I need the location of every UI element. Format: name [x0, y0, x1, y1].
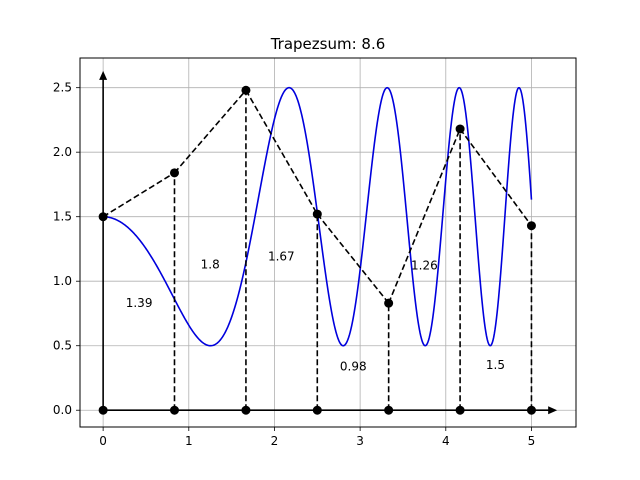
y-tick-label-0: 0.0 [53, 403, 72, 417]
sample-point-4 [384, 298, 394, 308]
area-label-5: 1.5 [486, 358, 505, 372]
trapezoid-top-2 [245, 89, 318, 215]
trapezoid-top-4 [387, 128, 461, 304]
axis-point-5 [455, 405, 465, 415]
x-tick-label-1: 1 [185, 434, 193, 448]
plot-area [80, 58, 576, 427]
y-axis-arrowhead [99, 70, 108, 80]
trapezoid-top-5 [459, 128, 533, 227]
sample-point-1 [169, 168, 179, 178]
axis-point-1 [169, 405, 179, 415]
axis-point-2 [241, 405, 251, 415]
area-label-1: 1.8 [201, 257, 220, 271]
axis-point-6 [526, 405, 536, 415]
y-tick-label-2: 1.0 [53, 274, 72, 288]
x-tick-label-4: 4 [442, 434, 450, 448]
area-label-layer: 1.39 1.8 1.67 0.98 1.26 1.5 [126, 250, 505, 374]
area-label-2: 1.67 [268, 250, 295, 264]
sample-point-0 [98, 212, 108, 222]
trapezoid-top-3 [316, 213, 390, 304]
sample-point-5 [455, 124, 465, 134]
tick-layer: 0 1 2 3 4 5 0.0 0.5 1.0 1.5 2.0 2.5 [53, 81, 535, 448]
x-tick-label-5: 5 [528, 434, 536, 448]
chart-title: Trapezsum: 8.6 [270, 35, 386, 53]
trapezoid-top-1 [173, 89, 247, 174]
axis-point-3 [312, 405, 322, 415]
trapezoid-layer [102, 89, 533, 411]
x-axis-arrowhead [548, 406, 558, 415]
sample-point-3 [312, 209, 322, 219]
area-label-3: 0.98 [340, 359, 367, 373]
plot-frame [79, 57, 577, 428]
y-tick-label-3: 1.5 [53, 210, 72, 224]
sample-point-6 [526, 221, 536, 231]
trapezoid-top-0 [102, 172, 175, 218]
axis-point-0 [98, 405, 108, 415]
area-label-0: 1.39 [126, 296, 153, 310]
point-layer [98, 85, 536, 415]
area-label-4: 1.26 [411, 259, 438, 273]
x-tick-label-2: 2 [271, 434, 279, 448]
y-tick-label-5: 2.5 [53, 81, 72, 95]
axis-point-4 [384, 405, 394, 415]
y-tick-label-1: 0.5 [53, 339, 72, 353]
sample-point-2 [241, 85, 251, 95]
x-tick-label-3: 3 [356, 434, 364, 448]
x-tick-label-0: 0 [99, 434, 107, 448]
y-tick-label-4: 2.0 [53, 145, 72, 159]
